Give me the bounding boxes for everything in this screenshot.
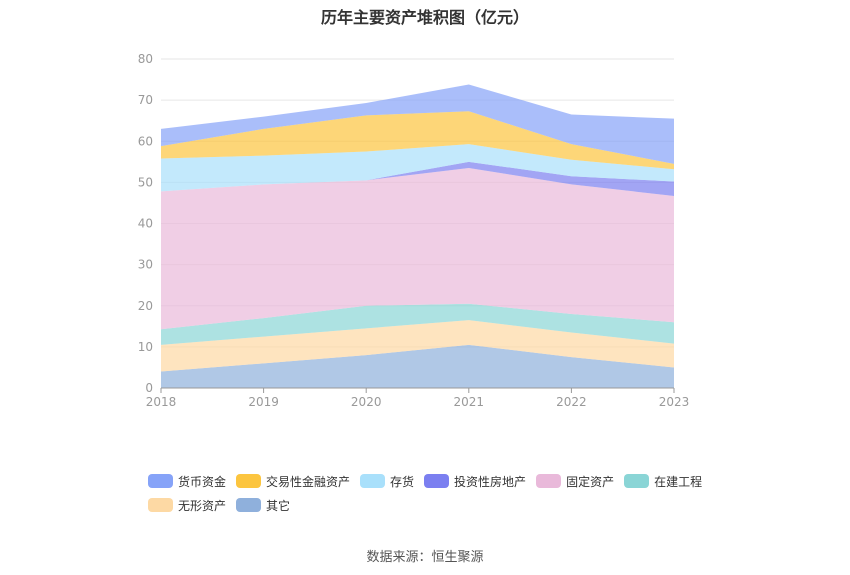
legend: 货币资金 交易性金融资产 存货 投资性房地产 固定资产 在建工程无形资产 其它: [148, 473, 748, 513]
legend-swatch: [236, 474, 262, 488]
chart-title: 历年主要资产堆积图（亿元）: [320, 8, 529, 27]
legend-item[interactable]: 存货: [360, 473, 414, 489]
legend-swatch: [236, 498, 262, 512]
legend-label: 在建工程: [654, 474, 703, 489]
legend-item[interactable]: 无形资产: [148, 497, 226, 513]
x-tick-label: 2022: [556, 395, 587, 409]
legend-label: 存货: [390, 474, 415, 489]
area-固定资产[interactable]: [161, 167, 674, 330]
x-tick-label: 2023: [659, 395, 690, 409]
area-货币资金[interactable]: [161, 84, 674, 164]
legend-swatch: [536, 474, 562, 488]
legend-item[interactable]: 在建工程: [624, 473, 702, 489]
y-tick-label: 80: [138, 52, 153, 66]
legend-label: 其它: [266, 498, 291, 513]
axes: 0 10 20 30 40 50 60 70 80 2018 2019 2020 2021 2022 202…: [138, 52, 690, 409]
data-source: 数据来源：恒生聚源: [366, 550, 484, 565]
legend-item[interactable]: 交易性金融资产: [236, 473, 350, 489]
legend-swatch: [624, 474, 650, 488]
legend-item[interactable]: 固定资产: [536, 473, 614, 489]
x-tick-label: 2018: [146, 395, 177, 409]
legend-label: 交易性金融资产: [266, 474, 351, 489]
y-tick-label: 60: [138, 134, 153, 148]
legend-swatch: [148, 498, 173, 512]
y-tick-label: 10: [138, 340, 153, 354]
area-无形资产[interactable]: [161, 320, 674, 372]
y-tick-label: 0: [145, 381, 153, 395]
legend-swatch: [424, 474, 450, 488]
legend-swatch: [360, 474, 386, 488]
legend-swatch: [148, 474, 173, 488]
legend-label: 无形资产: [178, 498, 227, 513]
y-tick-label: 70: [138, 93, 153, 107]
legend-label: 固定资产: [566, 474, 615, 489]
area-series: [161, 84, 674, 388]
legend-item[interactable]: 其它: [236, 497, 290, 513]
area-交易性金融资产[interactable]: [161, 111, 674, 170]
stacked-area-chart: 0 10 20 30 40 50 60 70 80 2018 2019 2020 2021 2022 202…: [138, 52, 690, 409]
legend-label: 货币资金: [178, 474, 227, 489]
x-tick-label: 2020: [351, 395, 382, 409]
y-tick-label: 50: [138, 175, 153, 189]
legend-label: 投资性房地产: [454, 474, 527, 489]
legend-item[interactable]: 货币资金: [148, 473, 226, 489]
area-存货[interactable]: [161, 144, 674, 192]
x-tick-label: 2021: [454, 395, 485, 409]
y-tick-label: 20: [138, 299, 153, 313]
y-tick-label: 40: [138, 217, 153, 231]
area-其它[interactable]: [161, 344, 674, 388]
legend-item[interactable]: 投资性房地产: [424, 473, 526, 489]
area-投资性房地产[interactable]: [161, 161, 674, 196]
area-在建工程[interactable]: [161, 303, 674, 345]
x-tick-label: 2019: [248, 395, 279, 409]
y-tick-label: 30: [138, 258, 153, 272]
